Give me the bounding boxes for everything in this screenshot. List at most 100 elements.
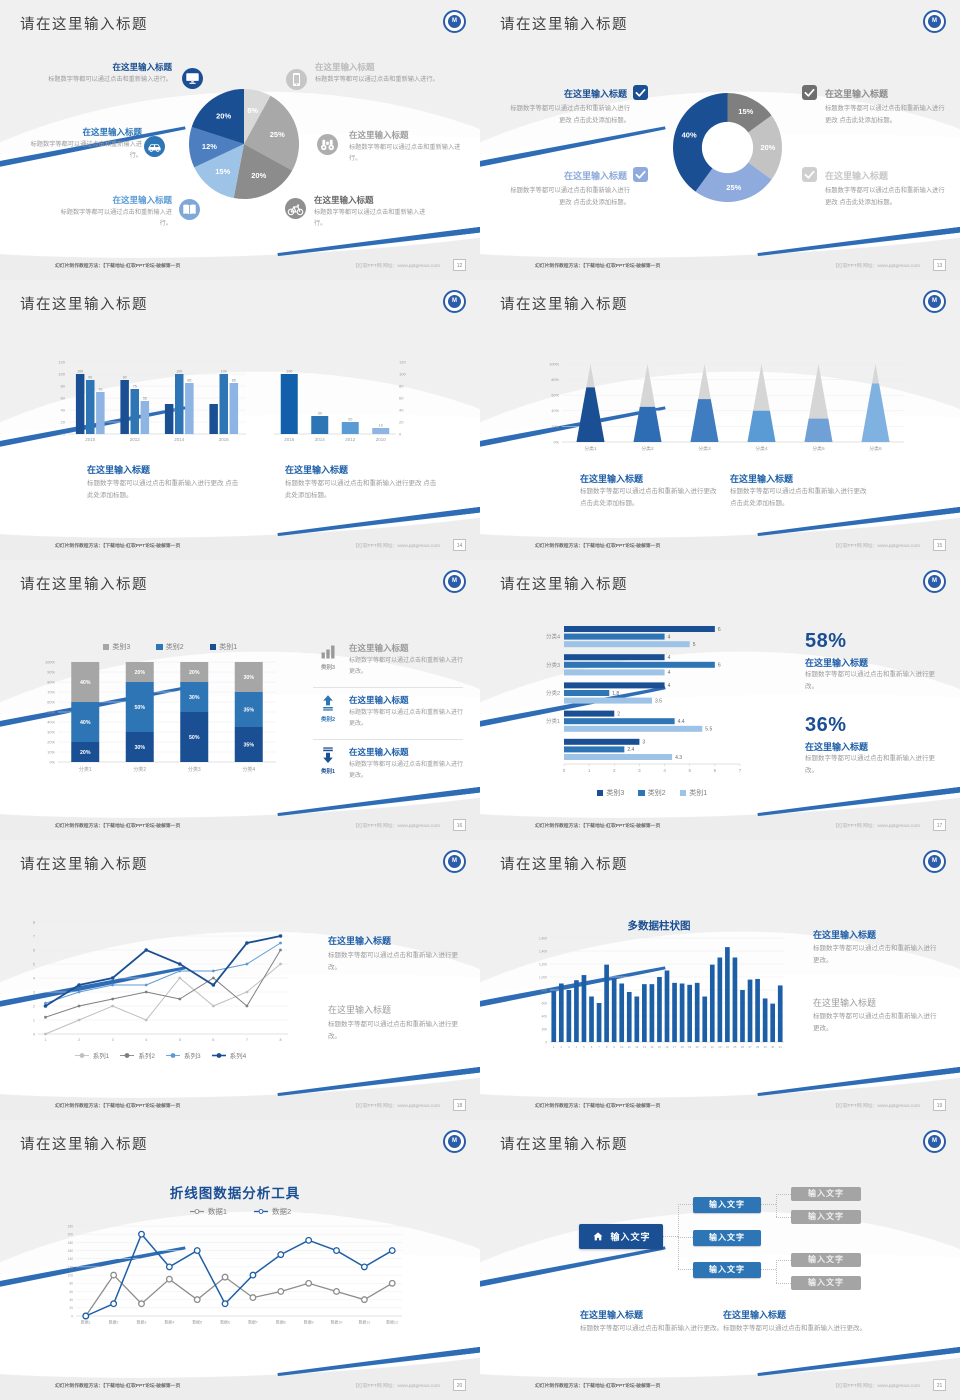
legend-line-glyph — [189, 1209, 204, 1214]
block-title: 在这里输入标题 — [328, 936, 392, 946]
legend-label: 类别1 — [219, 644, 238, 651]
svg-text:分类5: 分类5 — [812, 445, 825, 452]
legend-swatch — [596, 789, 604, 797]
svg-text:26: 26 — [741, 1045, 745, 1049]
tree-connector — [776, 1217, 791, 1218]
bicycle-icon-circle — [285, 198, 306, 219]
arrow-up-icon-box — [317, 692, 339, 714]
chart-title: 多数据柱状图 — [627, 920, 691, 932]
svg-text:5: 5 — [693, 642, 696, 648]
slide-content: 8% 25% 20% 15% 12% 20% 在这里输入标题 标题数字等都可以通过点击和重新输… — [0, 0, 480, 280]
stacked-bar-chart: 0% 10% 20% 30% 40% 50% 60% 70% 80% 90% 100% 20% 40% 4… — [36, 656, 284, 778]
svg-text:80: 80 — [61, 383, 66, 388]
block-title: 在这里输入标题 — [825, 89, 889, 99]
slide-footer: 幻灯片制作教程方法：【下载地址-红软PPT论坛-破解第一页 【红软PPT网 网址… — [0, 254, 480, 280]
stat-value: 58% — [805, 630, 847, 652]
legend-item: 数据2 — [253, 1206, 291, 1217]
svg-text:100: 100 — [176, 369, 182, 373]
svg-text:分类3: 分类3 — [188, 766, 201, 773]
legend-item: 类别3 — [596, 788, 624, 798]
book-icon-circle — [179, 199, 200, 220]
footer-right-text: 【红软PPT网 网址：www.pptgenius.com — [833, 544, 920, 549]
page-number: 19 — [933, 1099, 946, 1111]
school-logo: M — [923, 290, 946, 313]
svg-text:0%: 0% — [554, 440, 560, 444]
pie-chart: 8% 25% 20% 15% 12% 20% — [188, 88, 300, 200]
tree-connector — [678, 1269, 693, 1270]
svg-text:25%: 25% — [726, 183, 741, 192]
svg-text:3.5: 3.5 — [655, 698, 662, 704]
block-text: 标题数字等都可以通过点击和重新输入进行更改 点击此处添加标题。 — [510, 105, 630, 124]
svg-text:75: 75 — [133, 384, 137, 388]
tree-connector — [776, 1260, 777, 1283]
feature-text: 标题数字等都可以通过点击和重新输入进行更改。 — [349, 710, 464, 727]
legend-label: 数据1 — [207, 1207, 227, 1216]
block-text: 标题数字等都可以通过点击和重新输入进行更改 点击此处添加标题。 — [87, 480, 239, 500]
svg-text:1,600: 1,600 — [539, 936, 547, 940]
svg-text:0: 0 — [563, 768, 566, 773]
item-text: 标题数字等都可以通过点击和重新输入进行。 — [60, 209, 172, 228]
svg-text:8: 8 — [279, 1038, 281, 1042]
svg-text:24: 24 — [726, 1045, 730, 1049]
slide-content: 类别3 类别2 类别1 0% 10% 20% 30% 40% 50% 60% 70% 80% 90% 10… — [0, 560, 480, 840]
bicycle-icon — [287, 204, 304, 216]
line-chart-svg: 0 1 2 3 4 5 6 7 8 1 2 3 4 5 6 7 8 — [33, 920, 288, 1042]
slide-column-chart: 请在这里输入标题 M 多数据柱状图 在这里输入标题 标题数字等都可以通过点击和重… — [480, 840, 960, 1120]
svg-text:25%: 25% — [270, 130, 285, 139]
block-title: 在这里输入标题 — [87, 465, 151, 475]
svg-text:分类1: 分类1 — [79, 766, 92, 773]
check-mark — [635, 170, 646, 179]
footer-right-text: 【红软PPT网 网址：www.pptgenius.com — [833, 264, 920, 269]
svg-text:100%: 100% — [549, 362, 559, 366]
svg-text:100%: 100% — [45, 659, 55, 664]
svg-text:0: 0 — [33, 1032, 35, 1036]
slide-line-analysis: 请在这里输入标题 M 折线图数据分析工具 数据1 数据2 0 20 40 60 80 100 1… — [0, 1120, 480, 1400]
feature-title: 在这里输入标题 — [349, 747, 409, 757]
svg-text:140: 140 — [68, 1257, 74, 1261]
checkbox-icon — [633, 85, 648, 100]
svg-text:400: 400 — [542, 1014, 548, 1018]
stat-title: 在这里输入标题 — [805, 742, 869, 752]
school-logo-core: M — [928, 1135, 941, 1148]
slide-content: 在这里输入标题 标题数字等都可以通过点击和重新输入进行更改。 在这里输入标题 标… — [480, 1120, 960, 1400]
pie-chart-svg: 8% 25% 20% 15% 12% 20% — [189, 89, 299, 199]
svg-text:200: 200 — [542, 1027, 548, 1031]
footer-right-text: 【红软PPT网 网址：www.pptgenius.com — [833, 824, 920, 829]
legend-label: 类别2 — [647, 790, 666, 797]
tree-connector — [663, 1236, 678, 1237]
stacked-legend: 类别3 类别2 类别1 — [60, 642, 280, 652]
legend-item: 类别1 — [209, 642, 238, 652]
slide-content: 58% 在这里输入标题 标题数字等都可以通过点击和重新输入进行更改。 36% 在… — [480, 560, 960, 840]
svg-text:7: 7 — [33, 934, 35, 938]
slide-title: 请在这里输入标题 — [500, 1137, 628, 1153]
svg-text:50%: 50% — [47, 709, 55, 714]
school-logo-core: M — [448, 1135, 461, 1148]
item-text: 标题数字等都可以通过点击和重新输入进行。 — [48, 76, 172, 83]
slide-hbar-stats: 请在这里输入标题 M 58% 在这里输入标题 标题数字等都可以通过点击和重新输入… — [480, 560, 960, 840]
svg-text:40%: 40% — [80, 680, 91, 686]
svg-text:4: 4 — [576, 1045, 578, 1049]
block-text: 标题数字等都可以通过点击和重新输入进行更改 点击此处添加标题。 — [825, 187, 945, 206]
feature-tag: 类别1 — [320, 769, 336, 775]
svg-text:17: 17 — [673, 1045, 677, 1049]
svg-text:35%: 35% — [243, 708, 254, 714]
svg-text:8: 8 — [606, 1045, 608, 1049]
tree-mid-node: 输入文字 — [693, 1262, 761, 1278]
svg-text:8: 8 — [33, 920, 35, 924]
svg-text:14: 14 — [650, 1045, 654, 1049]
svg-text:22: 22 — [711, 1045, 715, 1049]
svg-text:40%: 40% — [80, 720, 91, 726]
slide-title: 请在这里输入标题 — [20, 577, 148, 593]
footer-left-text: 幻灯片制作教程方法：【下载地址-红软PPT论坛-破解第一页 — [535, 544, 661, 549]
svg-text:120: 120 — [399, 359, 406, 364]
svg-text:20%: 20% — [80, 750, 91, 756]
bar-chart-descending: 0 20 40 60 80 100 120 100 2016 30 2014 20 2012 10 2010 — [268, 352, 418, 448]
item-title: 在这里输入标题 — [82, 127, 142, 137]
pyramid-chart: 0% 20% 40% 60% 80% 100% 分类1 分类2 分类3 分类4 分类5 分类6 — [538, 356, 910, 456]
binoculars-icon — [321, 139, 334, 151]
svg-text:数据7: 数据7 — [248, 1320, 258, 1325]
slide-title: 请在这里输入标题 — [20, 17, 148, 33]
tree-mid-node: 输入文字 — [693, 1197, 761, 1213]
page-number: 12 — [453, 259, 466, 271]
